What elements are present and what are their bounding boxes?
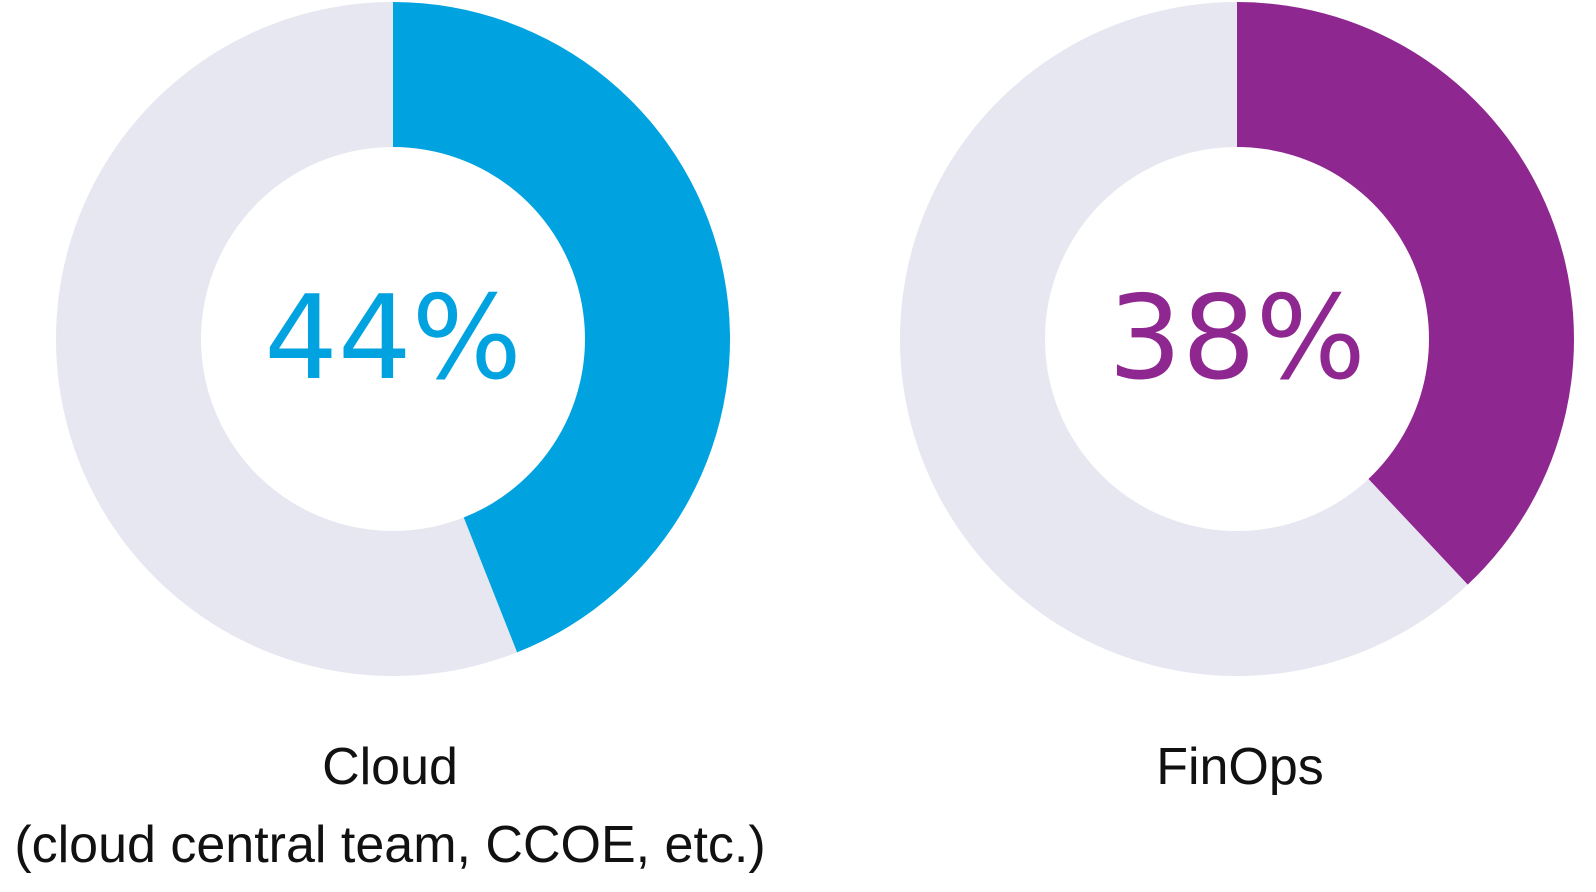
cloud-caption-subtitle: (cloud central team, CCOE, etc.) (14, 816, 766, 874)
cloud-caption: Cloud (cloud central team, CCOE, etc.) (0, 728, 780, 884)
finops-caption-title: FinOps (1156, 738, 1324, 796)
cloud-percentage-label: 44% (264, 271, 522, 406)
finops-value-segment (1237, 2, 1574, 585)
donut-chart-cloud (55, 2, 730, 676)
finops-remainder-segment (899, 2, 1468, 676)
finops-percentage-label: 38% (1108, 271, 1366, 406)
cloud-value-segment (393, 2, 730, 653)
donut-chart-finops (899, 2, 1574, 676)
cloud-caption-title: Cloud (322, 738, 458, 796)
cloud-remainder-segment (55, 2, 518, 676)
finops-caption: FinOps (1060, 728, 1420, 806)
